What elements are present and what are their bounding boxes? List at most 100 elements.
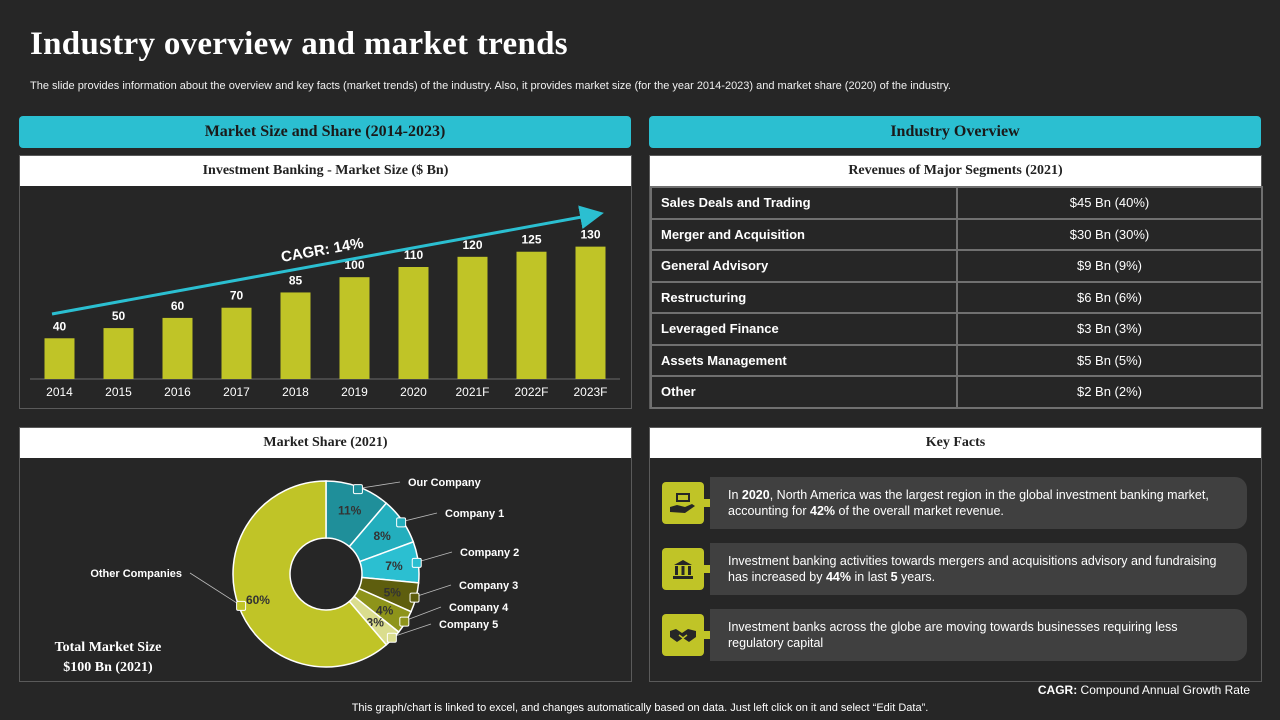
leader-line [400,512,438,523]
bar-value-label: 40 [53,319,67,333]
bar-value-label: 125 [521,233,541,247]
bar-value-label: 85 [289,273,303,287]
segment-name: General Advisory [650,249,958,283]
slice-percent-label: 4% [376,604,394,618]
handshake-icon [662,614,714,656]
bar-value-label: 130 [580,228,600,242]
x-tick-label: 2014 [46,385,73,399]
table-row: Sales Deals and Trading $45 Bn (40%) [650,186,1263,220]
leader-line [413,584,452,598]
bar [162,317,193,379]
segment-value: $6 Bn (6%) [956,280,1263,314]
table-row: Leveraged Finance $3 Bn (3%) [650,312,1263,346]
bar-value-label: 100 [344,258,364,272]
bar [398,267,429,379]
bar-value-label: 60 [171,299,185,313]
leader-line [357,481,401,489]
table-row: Restructuring $6 Bn (6%) [650,280,1263,314]
slice-marker [411,557,422,568]
bank-exchange-icon [662,548,714,590]
segments-panel: Revenues of Major Segments (2021) Sales … [649,155,1263,409]
bar-value-label: 110 [404,248,424,262]
slice-percent-label: 5% [384,585,402,599]
segment-value: $3 Bn (3%) [956,312,1263,346]
bar [103,328,134,379]
slice-label: Company 1 [445,508,504,520]
key-facts-panel-title: Key Facts [650,428,1261,458]
market-share-panel: Market Share (2021) 11% Our Company 8% Comp… [19,427,632,682]
key-facts-panel: Key Facts In 2020, North America was the… [649,427,1262,682]
x-tick-label: 2021F [455,385,489,399]
right-banner: Industry Overview [649,116,1261,148]
x-tick-label: 2016 [164,385,191,399]
bar [575,246,606,379]
x-tick-label: 2023F [573,385,607,399]
bar [339,277,370,379]
page-subtitle: The slide provides information about the… [30,80,951,92]
market-size-panel: Investment Banking - Market Size ($ Bn) … [19,155,632,409]
slice-label: Our Company [408,477,482,489]
left-banner: Market Size and Share (2014-2023) [19,116,631,148]
slice-percent-label: 11% [338,504,362,518]
x-tick-label: 2019 [341,385,368,399]
key-fact-1: In 2020, North America was the largest r… [710,477,1247,529]
slice-marker [396,517,407,528]
slice-percent-label: 60% [246,593,270,607]
segment-value: $30 Bn (30%) [956,217,1263,251]
segment-value: $45 Bn (40%) [956,186,1263,220]
slice-label: Company 3 [459,580,518,592]
slice-marker [236,600,247,611]
market-share-donut-chart: 11% Our Company 8% Company 1 7% Company 2 5% Co… [90,477,519,668]
table-row: General Advisory $9 Bn (9%) [650,249,1263,283]
table-row: Merger and Acquisition $30 Bn (30%) [650,217,1263,251]
bar-value-label: 120 [462,238,482,252]
segment-name: Other [650,375,958,409]
bar-value-label: 50 [112,309,126,323]
segment-name: Restructuring [650,280,958,314]
slice-label: Other Companies [90,568,182,580]
segment-name: Merger and Acquisition [650,217,958,251]
money-hand-icon [662,482,714,524]
market-size-panel-title: Investment Banking - Market Size ($ Bn) [20,156,631,186]
segments-table: Sales Deals and Trading $45 Bn (40%) Merge… [650,186,1263,409]
market-share-panel-title: Market Share (2021) [20,428,631,458]
segment-value: $2 Bn (2%) [956,375,1263,409]
segment-value: $5 Bn (5%) [956,343,1263,377]
cagr-arrow [51,205,604,316]
total-market-size: Total Market Size $100 Bn (2021) [34,638,182,678]
bar [457,256,488,379]
x-tick-label: 2018 [282,385,309,399]
slice-percent-label: 7% [385,559,403,573]
market-size-bar-chart: 40 2014 50 2015 60 2016 70 2017 85 2018 100 2019 110… [30,205,620,399]
segment-value: $9 Bn (9%) [956,249,1263,283]
pie-slice [232,480,388,668]
leader-line [403,606,442,622]
total-market-size-value: $100 Bn (2021) [63,660,153,675]
slice-label: Company 4 [449,602,509,614]
slice-label: Company 5 [439,619,498,631]
footnote: This graph/chart is linked to excel, and… [351,702,929,714]
cagr-definition: CAGR: Compound Annual Growth Rate [1037,683,1250,697]
slice-marker [399,616,410,627]
total-market-size-label: Total Market Size [54,640,162,655]
slice-marker [409,592,420,603]
slice-label: Company 2 [460,547,519,559]
table-row: Assets Management $5 Bn (5%) [650,343,1263,377]
x-tick-label: 2020 [400,385,427,399]
table-row: Other $2 Bn (2%) [650,375,1263,409]
leader-line [189,572,241,606]
bar [280,292,311,379]
segments-panel-title: Revenues of Major Segments (2021) [650,156,1261,186]
x-tick-label: 2017 [223,385,250,399]
key-fact-2: Investment banking activities towards me… [710,543,1247,595]
bar-value-label: 70 [230,289,244,303]
slice-percent-label: 8% [374,529,392,543]
segment-name: Sales Deals and Trading [650,186,958,220]
segment-name: Assets Management [650,343,958,377]
leader-line [416,551,453,563]
bar [516,251,547,379]
bar [221,307,252,379]
slice-marker [386,632,397,643]
page-title: Industry overview and market trends [30,26,568,62]
segment-name: Leveraged Finance [650,312,958,346]
